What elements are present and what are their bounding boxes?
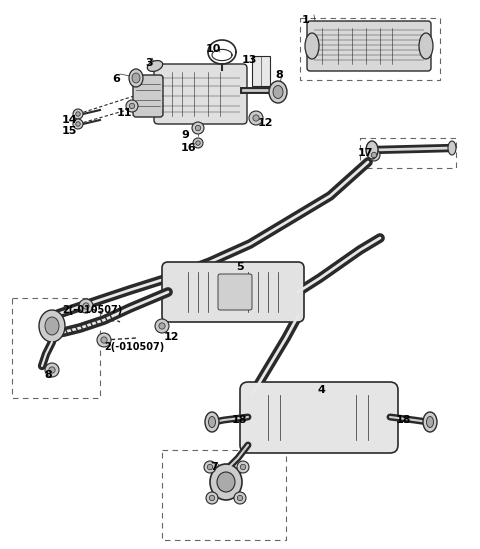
FancyBboxPatch shape: [307, 21, 431, 71]
Circle shape: [207, 464, 213, 470]
Text: 6: 6: [112, 74, 120, 84]
Text: 12: 12: [258, 118, 274, 128]
Text: 17: 17: [358, 148, 373, 158]
Text: 18: 18: [396, 415, 411, 425]
Circle shape: [237, 495, 243, 501]
FancyBboxPatch shape: [218, 274, 252, 310]
Text: 8: 8: [275, 70, 283, 80]
Circle shape: [193, 138, 203, 148]
Circle shape: [196, 141, 200, 145]
Ellipse shape: [305, 33, 319, 59]
Ellipse shape: [448, 141, 456, 155]
Text: 5: 5: [236, 262, 244, 272]
Ellipse shape: [419, 33, 433, 59]
Text: 2(-010507): 2(-010507): [104, 342, 164, 352]
Circle shape: [155, 319, 169, 333]
Circle shape: [237, 461, 249, 473]
FancyBboxPatch shape: [162, 262, 304, 322]
Ellipse shape: [366, 141, 378, 159]
Ellipse shape: [129, 69, 143, 87]
Text: 9: 9: [181, 130, 189, 140]
FancyBboxPatch shape: [154, 64, 247, 124]
Bar: [252, 56, 270, 86]
Text: 4: 4: [318, 385, 326, 395]
Ellipse shape: [39, 310, 65, 342]
Circle shape: [206, 492, 218, 504]
Ellipse shape: [273, 86, 283, 98]
Circle shape: [234, 492, 246, 504]
Text: 8: 8: [44, 370, 52, 380]
Text: 13: 13: [242, 55, 257, 65]
Text: 18: 18: [232, 415, 248, 425]
Circle shape: [195, 125, 201, 131]
Circle shape: [368, 149, 380, 161]
Circle shape: [240, 464, 246, 470]
Text: 1: 1: [302, 15, 310, 25]
Text: 7: 7: [210, 462, 218, 472]
Circle shape: [192, 122, 204, 134]
Circle shape: [101, 337, 107, 343]
Circle shape: [249, 111, 263, 125]
Circle shape: [372, 152, 377, 158]
Text: 15: 15: [62, 126, 77, 136]
Circle shape: [79, 299, 93, 313]
Ellipse shape: [423, 412, 437, 432]
Circle shape: [126, 100, 138, 112]
Text: 2(-010507): 2(-010507): [62, 305, 122, 315]
Circle shape: [129, 103, 135, 109]
Ellipse shape: [205, 412, 219, 432]
Circle shape: [159, 323, 165, 329]
Ellipse shape: [217, 472, 235, 492]
Circle shape: [49, 367, 55, 373]
Circle shape: [97, 333, 111, 347]
FancyBboxPatch shape: [240, 382, 398, 453]
Ellipse shape: [147, 60, 163, 71]
Text: 11: 11: [117, 108, 132, 118]
Circle shape: [253, 115, 259, 121]
FancyBboxPatch shape: [133, 75, 163, 117]
Circle shape: [73, 119, 83, 129]
Text: 16: 16: [181, 143, 197, 153]
Circle shape: [76, 122, 80, 126]
Ellipse shape: [132, 73, 140, 83]
Ellipse shape: [210, 464, 242, 500]
Text: 10: 10: [206, 44, 221, 54]
Circle shape: [73, 109, 83, 119]
Ellipse shape: [45, 317, 59, 335]
Text: 14: 14: [62, 115, 78, 125]
Ellipse shape: [269, 81, 287, 103]
Text: 12: 12: [164, 332, 180, 342]
Circle shape: [83, 303, 89, 309]
Ellipse shape: [208, 417, 216, 428]
Circle shape: [209, 495, 215, 501]
Circle shape: [76, 112, 80, 116]
Circle shape: [45, 363, 59, 377]
Ellipse shape: [427, 417, 433, 428]
Text: 3: 3: [145, 58, 153, 68]
Circle shape: [204, 461, 216, 473]
